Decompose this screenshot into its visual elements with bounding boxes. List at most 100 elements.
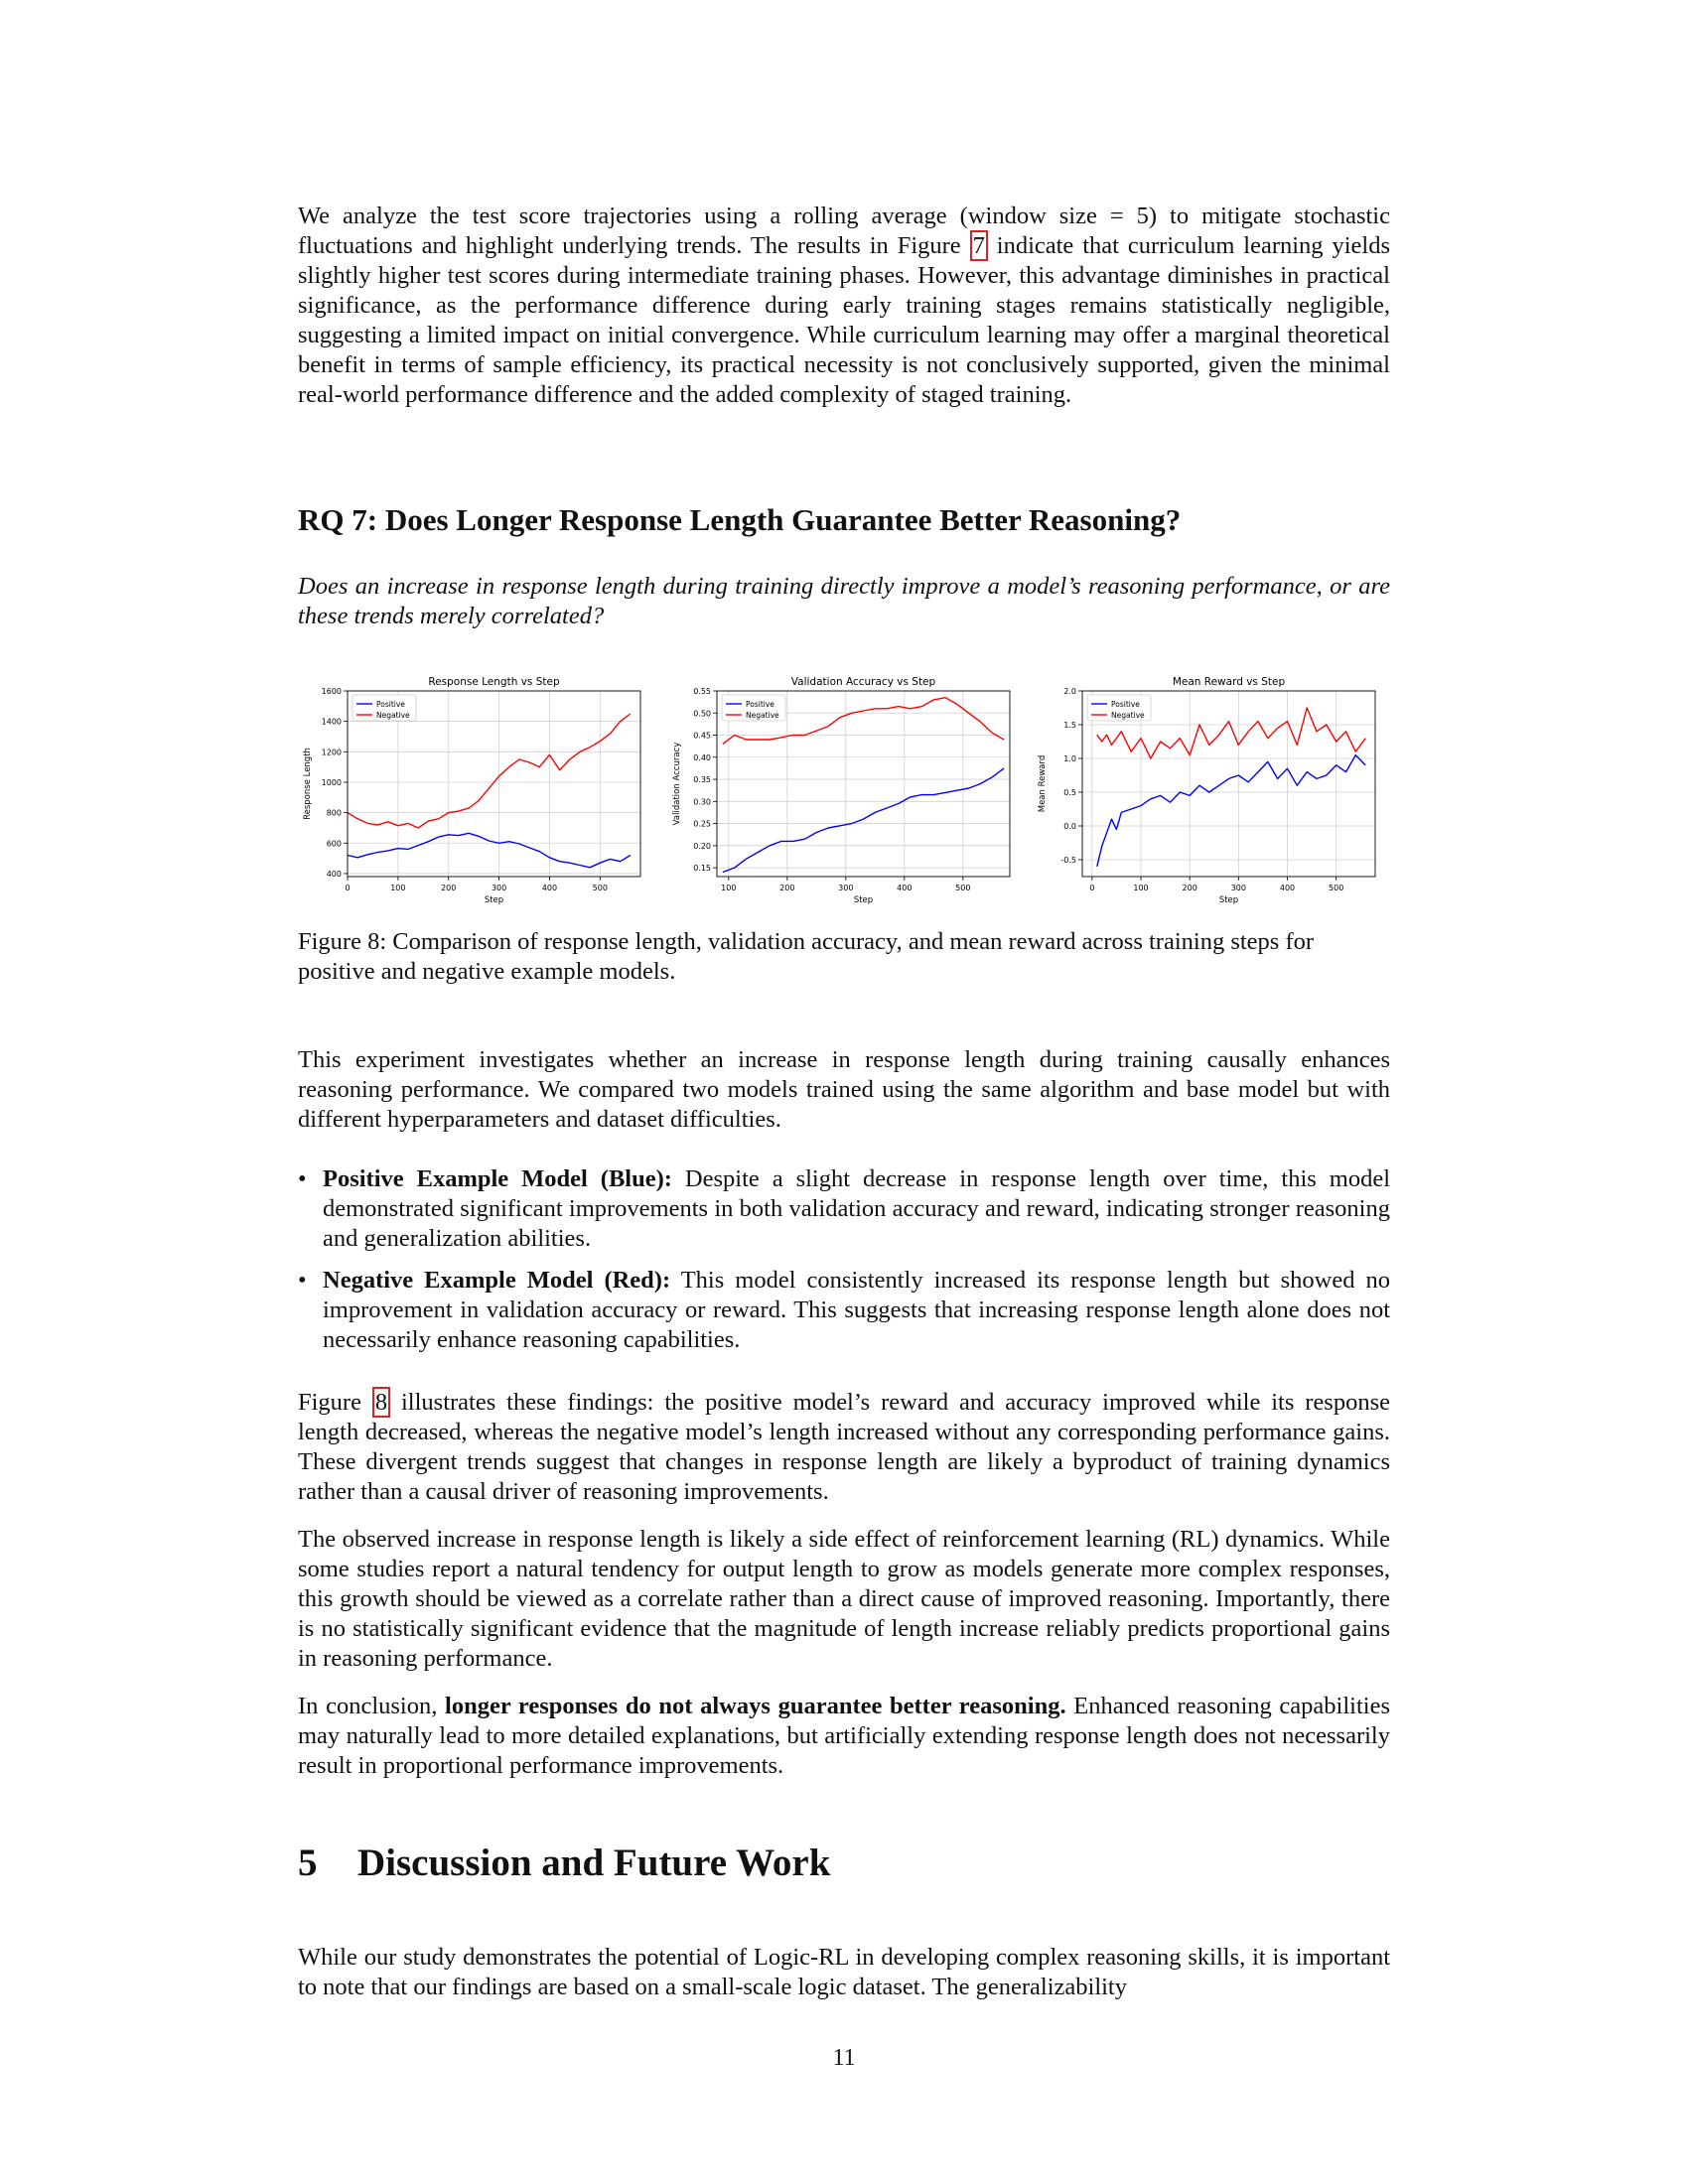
chart-title: Validation Accuracy vs Step — [791, 676, 936, 688]
y-tick-label: 0.5 — [1063, 788, 1076, 797]
x-tick-label: 500 — [593, 884, 608, 892]
y-tick-label: 0.45 — [693, 732, 711, 741]
x-axis-label: Step — [854, 895, 873, 905]
intro-text-a: We analyze the test score trajectories u… — [298, 203, 1390, 259]
intro-text-b: indicate that curriculum learning yields… — [298, 232, 1391, 408]
section-5-paragraph: While our study demonstrates the potenti… — [298, 1944, 1390, 2000]
figure-8-link[interactable]: 8 — [371, 1387, 391, 1418]
findings-section: Figure 8 illustrates these findings: the… — [298, 1387, 1391, 1507]
plot-frame — [716, 690, 1011, 878]
series-line-positive — [722, 767, 1005, 874]
x-tick-label: 300 — [492, 884, 506, 892]
experiment-section: This experiment investigates whether an … — [298, 1045, 1390, 1135]
y-tick-label: 1.5 — [1063, 721, 1076, 730]
series-line-negative — [1096, 707, 1366, 759]
y-tick-label: 0.25 — [693, 820, 711, 829]
x-tick-label: 0 — [1089, 884, 1094, 892]
chart-validation-accuracy: Validation Accuracy vs Step 100 200 300 400 5… — [672, 676, 1011, 905]
y-tick-label: 0.55 — [693, 687, 711, 696]
x-tick-label: 200 — [1183, 884, 1197, 892]
x-tick-label: 100 — [390, 884, 405, 892]
chart-response-length: Response Length vs Step 0 100 200 300 400 500 4… — [303, 676, 641, 905]
legend-label-positive: Positive — [1111, 700, 1140, 709]
legend-label-negative: Negative — [746, 711, 779, 720]
legend-label-positive: Positive — [376, 700, 405, 709]
y-tick-label: 600 — [327, 839, 342, 848]
x-tick-label: 300 — [838, 884, 853, 892]
section-5-body: While our study demonstrates the potenti… — [298, 1943, 1390, 2002]
bullet-negative-text: This model consistently increased its re… — [323, 1267, 1390, 1353]
intro-paragraph: We analyze the test score trajectories u… — [298, 202, 1390, 410]
page-number: 11 — [832, 2045, 856, 2071]
conclusion-section: In conclusion, longer responses do not a… — [298, 1692, 1390, 1781]
y-tick-label: 400 — [327, 870, 342, 879]
y-tick-label: 0.50 — [693, 709, 711, 718]
x-tick-label: 400 — [1280, 884, 1295, 892]
y-tick-label: 1000 — [322, 778, 342, 787]
findings-paragraph: Figure 8 illustrates these findings: the… — [298, 1387, 1391, 1507]
y-tick-label: 1200 — [322, 748, 342, 756]
y-axis-label: Validation Accuracy — [672, 743, 682, 825]
conclusion-bold: longer responses do not always guarantee… — [445, 1693, 1066, 1719]
intro-section: We analyze the test score trajectories u… — [298, 202, 1390, 410]
x-tick-label: 100 — [1133, 884, 1148, 892]
legend-label-negative: Negative — [1111, 711, 1145, 720]
y-tick-label: 0.0 — [1063, 822, 1076, 831]
figure-8-caption-block: Figure 8: Comparison of response length,… — [298, 927, 1390, 987]
y-axis-label: Mean Reward — [1038, 755, 1048, 813]
y-tick-label: 0.15 — [693, 864, 711, 873]
conclusion-lead: In conclusion, — [298, 1693, 446, 1719]
chart-mean-reward: Mean Reward vs Step 0 100 200 300 400 500 -0.5 0… — [1038, 676, 1376, 905]
bullet-marker: • — [298, 1165, 307, 1192]
y-tick-label: 1600 — [322, 687, 342, 696]
conclusion-paragraph: In conclusion, longer responses do not a… — [298, 1692, 1390, 1781]
observed-paragraph: The observed increase in response length… — [298, 1526, 1390, 1672]
x-tick-label: 500 — [955, 884, 970, 892]
y-tick-label: 1400 — [322, 718, 342, 727]
y-tick-label: 0.20 — [693, 842, 711, 851]
y-tick-label: 0.30 — [693, 797, 711, 806]
section-number: 5 — [298, 1842, 318, 1884]
bullet-list-block: • Positive Example Model (Blue): Despite … — [298, 1164, 1390, 1367]
conclusion-rest: Enhanced reasoning capabilities may natu… — [298, 1693, 1390, 1779]
y-tick-label: -0.5 — [1060, 856, 1076, 865]
bullet-positive-title: Positive Example Model (Blue): — [323, 1165, 672, 1192]
x-tick-label: 500 — [1329, 884, 1343, 892]
plot-frame — [347, 690, 641, 878]
bullet-negative: • Negative Example Model (Red): This mode… — [298, 1266, 1390, 1355]
figure-7-link[interactable]: 7 — [969, 230, 988, 261]
observed-section: The observed increase in response length… — [298, 1525, 1390, 1674]
findings-prefix: Figure — [298, 1389, 372, 1416]
rq7-question-block: Does an increase in response length duri… — [298, 572, 1390, 631]
x-axis-label: Step — [485, 895, 503, 905]
x-tick-label: 400 — [542, 884, 557, 892]
rq7-heading: RQ 7: Does Longer Response Length Guaran… — [298, 502, 1182, 537]
y-axis-label: Response Length — [303, 748, 313, 820]
series-line-negative — [722, 697, 1005, 745]
findings-text: illustrates these findings: the positive… — [298, 1389, 1391, 1505]
chart-title: Response Length vs Step — [428, 676, 560, 688]
y-tick-label: 1.0 — [1063, 754, 1076, 763]
rq7-question: Does an increase in response length duri… — [298, 573, 1390, 629]
bullet-negative-title: Negative Example Model (Red): — [323, 1267, 671, 1294]
plot-frame — [1081, 690, 1376, 878]
series-line-negative — [347, 713, 632, 829]
figure-8: Response Length vs Step 0 100 200 300 400 500 4… — [298, 673, 1390, 911]
bullet-marker: • — [298, 1267, 307, 1294]
section-title: Discussion and Future Work — [357, 1842, 831, 1884]
figure-8-caption: Figure 8: Comparison of response length,… — [298, 928, 1315, 985]
y-tick-label: 800 — [327, 809, 342, 818]
y-tick-label: 0.40 — [693, 753, 711, 762]
x-tick-label: 0 — [345, 884, 350, 892]
y-tick-label: 2.0 — [1063, 687, 1076, 696]
series-line-positive — [347, 832, 632, 869]
x-tick-label: 100 — [721, 884, 736, 892]
chart-title: Mean Reward vs Step — [1173, 676, 1286, 688]
bullet-positive-text: Despite a slight decrease in response le… — [323, 1165, 1390, 1252]
series-line-positive — [1096, 753, 1366, 867]
x-axis-label: Step — [1219, 895, 1238, 905]
legend-label-positive: Positive — [746, 700, 774, 709]
bullet-positive: • Positive Example Model (Blue): Despite … — [298, 1164, 1390, 1254]
experiment-paragraph: This experiment investigates whether an … — [298, 1046, 1390, 1133]
x-tick-label: 300 — [1231, 884, 1246, 892]
